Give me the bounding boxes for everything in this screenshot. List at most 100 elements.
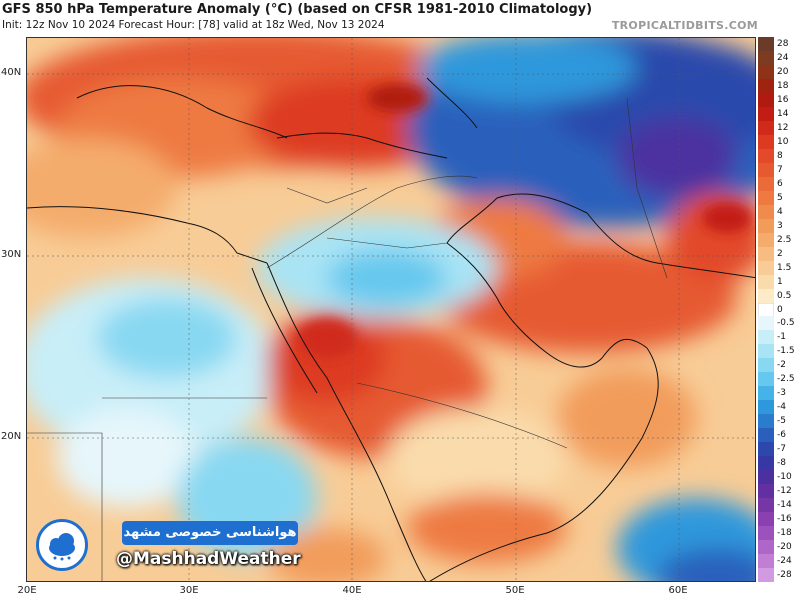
colorbar-label: 28 [777, 38, 789, 49]
lon-label-40e: 40E [342, 585, 362, 596]
lon-label-50e: 50E [505, 585, 525, 596]
colorbar-swatch [758, 414, 774, 429]
colorbar-swatch [758, 498, 774, 513]
colorbar-swatch [758, 554, 774, 569]
colorbar-label: -2 [777, 360, 786, 371]
colorbar-swatch [758, 372, 774, 387]
colorbar-label: -28 [777, 570, 792, 580]
colorbar-swatch [758, 484, 774, 499]
colorbar-label: 3 [777, 220, 783, 231]
colorbar-swatch [758, 106, 774, 122]
colorbar-label: 24 [777, 52, 789, 63]
lat-label-30n: 30N [1, 249, 22, 260]
colorbar-label: 2.5 [777, 234, 792, 245]
colorbar-swatch [758, 344, 774, 359]
colorbar-swatch [758, 400, 774, 415]
colorbar-swatch [758, 218, 774, 234]
colorbar-label: -12 [777, 486, 792, 497]
colorbar-swatch [758, 232, 774, 248]
colorbar-swatch [758, 358, 774, 373]
colorbar-label: -6 [777, 430, 786, 441]
weather-logo-icon [36, 519, 88, 571]
colorbar-swatch [758, 274, 774, 290]
colorbar-label: 1 [777, 276, 783, 287]
map-title: GFS 850 hPa Temperature Anomaly (°C) (ba… [2, 2, 593, 17]
colorbar-swatch [758, 148, 774, 164]
colorbar-swatch [758, 176, 774, 192]
watermark-farsi-text: هواشناسی خصوصی مشهد [123, 525, 297, 540]
colorbar-label: -18 [777, 528, 792, 539]
colorbar-label: 20 [777, 66, 789, 77]
colorbar-swatch [758, 78, 774, 94]
colorbar-swatch [758, 204, 774, 220]
lon-label-60e: 60E [668, 585, 688, 596]
colorbar-swatch [758, 386, 774, 401]
colorbar-label: 12 [777, 122, 789, 133]
colorbar-swatch [758, 37, 774, 52]
colorbar-swatch [758, 568, 774, 583]
colorbar-label: -8 [777, 458, 786, 469]
lat-label-40n: 40N [1, 67, 22, 78]
lat-label-20n: 20N [1, 431, 22, 442]
colorbar-label: 0 [777, 304, 783, 315]
watermark-handle: @MashhadWeather [116, 549, 301, 569]
colorbar-label: -3 [777, 388, 786, 399]
colorbar-label: 18 [777, 80, 789, 91]
colorbar-swatch [758, 456, 774, 471]
colorbar-swatch [758, 92, 774, 108]
colorbar-label: -14 [777, 500, 792, 511]
colorbar-label: 8 [777, 150, 783, 161]
colorbar-label: -0.5 [777, 318, 795, 329]
colorbar-swatch [758, 316, 774, 331]
colorbar-label: 2 [777, 248, 783, 259]
colorbar-swatch [758, 162, 774, 178]
watermark: هواشناسی خصوصی مشهد @MashhadWeather [36, 519, 301, 575]
colorbar-label: -5 [777, 416, 786, 427]
anomaly-field [27, 38, 755, 581]
watermark-banner: هواشناسی خصوصی مشهد [122, 521, 298, 545]
colorbar-swatch [758, 288, 774, 303]
colorbar-label: 10 [777, 136, 789, 147]
colorbar-label: 14 [777, 108, 789, 119]
colorbar-label: -4 [777, 402, 786, 413]
lon-label-30e: 30E [179, 585, 199, 596]
colorbar-swatch [758, 330, 774, 345]
anomaly-map [26, 37, 756, 582]
colorbar-label: -1 [777, 332, 786, 343]
map-subtitle: Init: 12z Nov 10 2024 Forecast Hour: [78… [2, 19, 385, 31]
colorbar-swatch [758, 302, 774, 317]
colorbar-label: 7 [777, 164, 783, 175]
colorbar-label: -24 [777, 556, 792, 567]
colorbar-label: 6 [777, 178, 783, 189]
political-borders [27, 97, 668, 581]
colorbar-swatch [758, 540, 774, 555]
colorbar-label: -20 [777, 542, 792, 553]
coastlines [27, 77, 755, 581]
colorbar-label: -2.5 [777, 374, 795, 385]
colorbar-swatch [758, 64, 774, 80]
colorbar-label: 16 [777, 94, 789, 105]
colorbar-label: 1.5 [777, 262, 792, 273]
colorbar-swatch [758, 190, 774, 206]
brand-label: TROPICALTIDBITS.COM [611, 19, 758, 32]
colorbar-legend: 28 24 20 18 16 14 12 10 8 7 6 5 4 3 2.5 2 1.5 1 0.5 0 -0.5 -1… [758, 37, 798, 583]
colorbar-swatch [758, 120, 774, 136]
colorbar-label: 0.5 [777, 290, 792, 301]
colorbar-label: 5 [777, 192, 783, 203]
colorbar-swatch [758, 470, 774, 485]
colorbar-swatch [758, 260, 774, 276]
colorbar-swatch [758, 442, 774, 457]
colorbar-swatch [758, 512, 774, 527]
colorbar-swatch [758, 50, 774, 66]
colorbar-swatch [758, 428, 774, 443]
colorbar-label: 4 [777, 206, 783, 217]
colorbar-label: -7 [777, 444, 786, 455]
colorbar-label: -10 [777, 472, 792, 483]
colorbar-label: -1.5 [777, 346, 795, 357]
colorbar-swatch [758, 246, 774, 262]
graticule [27, 38, 755, 581]
colorbar-label: -16 [777, 514, 792, 525]
lon-label-20e: 20E [17, 585, 37, 596]
colorbar-swatch [758, 134, 774, 150]
colorbar-swatch [758, 526, 774, 541]
